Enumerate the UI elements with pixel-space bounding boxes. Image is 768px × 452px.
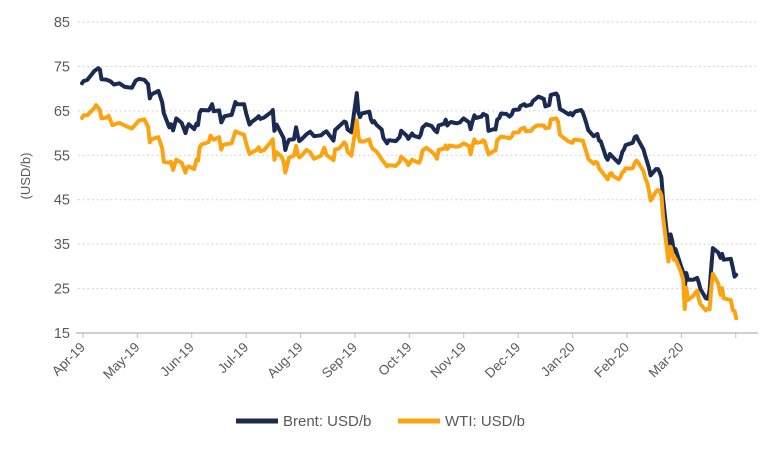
x-axis	[76, 332, 758, 338]
x-tick-label-Nov-19: Nov-19	[428, 340, 469, 381]
x-tick-label-Oct-19: Oct-19	[375, 340, 414, 379]
series-line-wti	[80, 103, 739, 321]
y-tick-label-55: 55	[54, 148, 70, 164]
x-tick-label-Mar-20: Mar-20	[646, 340, 687, 381]
x-axis-tick-labels: Apr-19 May-19 Jun-19 Jul-19 Aug-19 Sep-19 Oct-…	[49, 340, 687, 382]
y-tick-label-85: 85	[54, 15, 70, 31]
x-tick-label-Jul-19: Jul-19	[215, 340, 252, 377]
legend-label-brent: Brent: USD/b	[283, 413, 371, 430]
x-tick-label-Jun-19: Jun-19	[157, 340, 197, 380]
legend: Brent: USD/b WTI: USD/b	[236, 413, 525, 430]
x-tick-label-Aug-19: Aug-19	[264, 340, 305, 381]
series-lines	[80, 66, 739, 321]
legend-label-wti: WTI: USD/b	[445, 413, 525, 430]
x-tick-label-Sep-19: Sep-19	[319, 340, 360, 381]
y-axis-title: (USD/b)	[18, 153, 33, 200]
x-tick-label-Dec-19: Dec-19	[482, 340, 523, 381]
x-tick-label-May-19: May-19	[100, 340, 142, 382]
x-tick-label-Apr-19: Apr-19	[49, 340, 88, 379]
y-tick-label-45: 45	[54, 193, 70, 209]
gridlines	[78, 21, 758, 290]
x-tick-label-Jan-20: Jan-20	[538, 340, 578, 380]
y-axis-tick-labels: 15 25 35 45 55 65 75 85	[54, 15, 70, 342]
y-tick-label-75: 75	[54, 59, 70, 75]
y-tick-label-15: 15	[54, 326, 70, 342]
y-tick-label-25: 25	[54, 282, 70, 298]
y-tick-label-35: 35	[54, 237, 70, 253]
series-line-brent	[80, 66, 739, 301]
x-tick-label-Feb-20: Feb-20	[591, 340, 632, 381]
y-tick-label-65: 65	[54, 104, 70, 120]
